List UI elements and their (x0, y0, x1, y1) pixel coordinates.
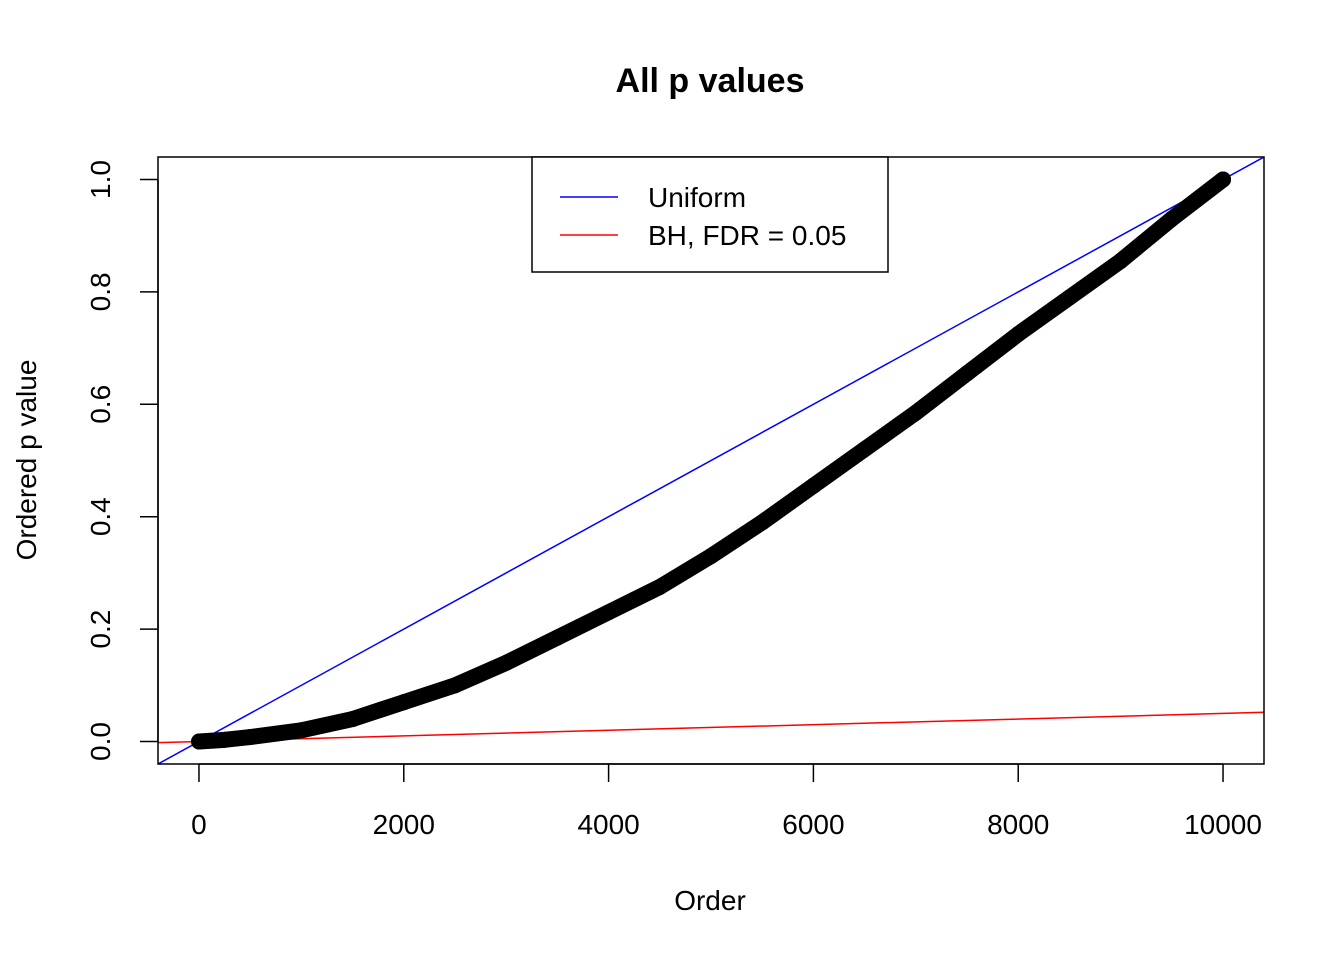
data-point (395, 694, 412, 711)
chart-title: All p values (616, 62, 805, 100)
x-tick-label: 2000 (373, 809, 435, 840)
data-point (498, 654, 515, 671)
data-point (1061, 289, 1078, 306)
data-point (446, 677, 463, 694)
y-tick-label: 1.0 (85, 160, 116, 199)
ordered-p-values (191, 171, 1232, 750)
data-point (293, 722, 310, 739)
legend-box (531, 156, 889, 273)
x-tick-label: 6000 (782, 809, 844, 840)
x-tick-label: 0 (191, 809, 207, 840)
data-point (216, 731, 233, 748)
data-point (754, 514, 771, 531)
legend-uniform-label: Uniform (648, 182, 746, 213)
data-point (703, 548, 719, 565)
y-tick-label: 0.8 (85, 272, 116, 311)
data-point (907, 404, 924, 421)
x-tick-label: 10000 (1184, 809, 1262, 840)
uniform-line (158, 157, 1264, 764)
data-point (242, 729, 259, 746)
data-point (549, 629, 566, 646)
y-tick-label: 0.2 (85, 610, 116, 649)
legend-bh-label: BH, FDR = 0.05 (648, 220, 846, 251)
data-point (1163, 210, 1180, 227)
bh-line (158, 711, 1264, 744)
data-point (1215, 171, 1232, 188)
y-axis-title: Ordered p value (11, 360, 42, 561)
x-axis-title: Order (674, 885, 746, 916)
y-tick-label: 0.0 (85, 722, 116, 761)
data-point (856, 441, 873, 458)
data-point (651, 578, 668, 595)
y-axis: 0.0 0.2 0.4 0.6 0.8 1.0 (85, 160, 159, 761)
reference-lines (158, 157, 1264, 764)
data-point (344, 711, 361, 728)
data-point (959, 365, 976, 382)
x-tick-label: 8000 (987, 809, 1049, 840)
data-points (191, 171, 1232, 750)
x-axis: 0 2000 4000 6000 8000 10000 (191, 763, 1262, 840)
data-point (1112, 252, 1129, 269)
y-tick-label: 0.4 (85, 497, 116, 536)
legend: Uniform BH, FDR = 0.05 (531, 156, 889, 273)
data-point (191, 733, 208, 750)
data-point (1010, 326, 1027, 343)
data-point (805, 477, 822, 494)
y-tick-label: 0.6 (85, 385, 116, 424)
x-tick-label: 4000 (577, 809, 639, 840)
data-point (600, 604, 617, 621)
